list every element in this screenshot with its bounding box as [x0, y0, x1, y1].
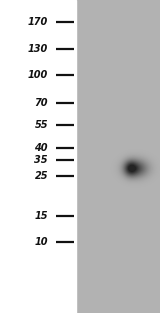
Text: 35: 35 [35, 155, 48, 165]
Text: 15: 15 [35, 211, 48, 221]
Text: 40: 40 [35, 143, 48, 153]
Text: 25: 25 [35, 171, 48, 181]
Text: 55: 55 [35, 120, 48, 130]
Text: 130: 130 [28, 44, 48, 54]
Text: 70: 70 [35, 98, 48, 108]
Bar [76, 0, 160, 313]
Text: 100: 100 [28, 70, 48, 80]
Text: 10: 10 [35, 237, 48, 247]
Text: 170: 170 [28, 17, 48, 27]
Bar [0, 0, 76, 313]
